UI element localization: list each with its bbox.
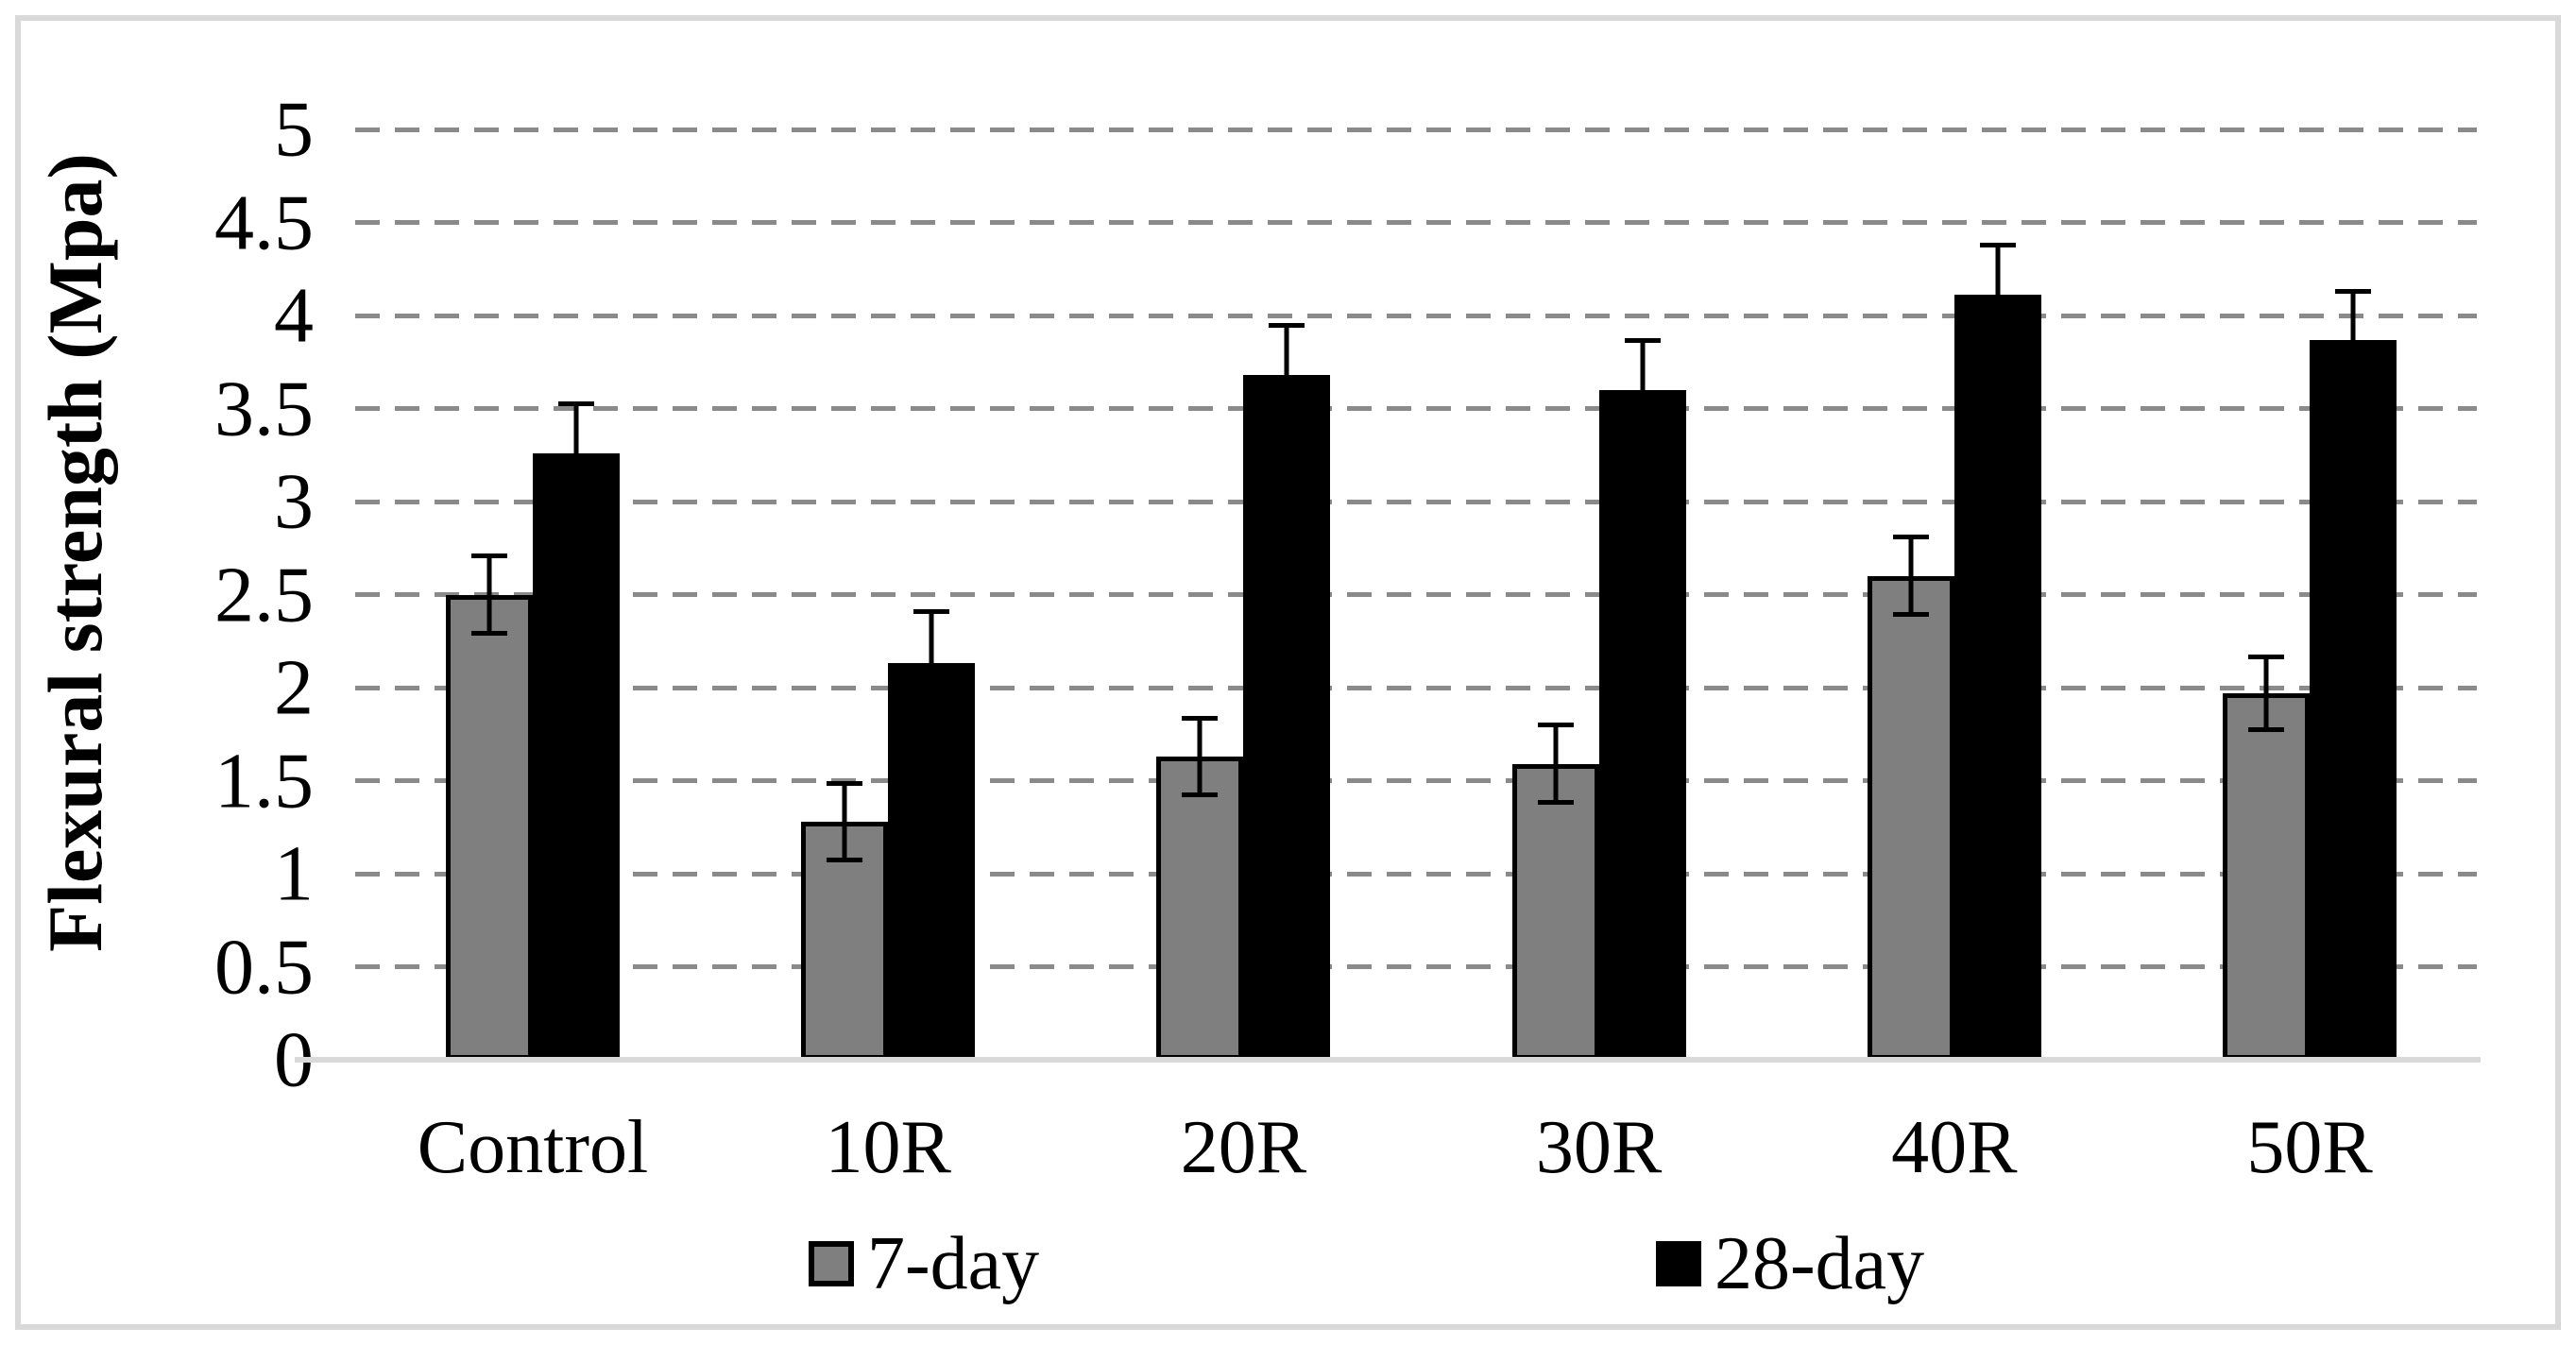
chart-border-frame: [15, 15, 2561, 1330]
error-bar-line: [1908, 535, 1914, 618]
x-category-label-20R: 20R: [1180, 1106, 1307, 1189]
legend-item-7-day: 7-day: [809, 1222, 1039, 1305]
error-bar-cap-top: [471, 553, 507, 559]
bar-28-day-10R: [888, 663, 976, 1060]
error-bar-cap-top: [1537, 723, 1574, 728]
x-category-label-Control: Control: [417, 1106, 649, 1189]
error-bar-line: [1197, 715, 1203, 798]
bar-28-day-30R: [1598, 389, 1686, 1060]
gridline-y-5: [355, 127, 2477, 132]
bar-7-day-30R: [1511, 763, 1599, 1060]
error-bar-7-day-10R: [827, 780, 863, 863]
error-bar-cap-bottom: [2248, 727, 2284, 733]
bar-28-day-Control: [533, 452, 620, 1060]
plot-area: [355, 127, 2477, 1060]
error-bar-cap-top: [2248, 654, 2284, 659]
error-bar-cap-top: [827, 780, 863, 786]
error-bar-line: [929, 609, 934, 718]
error-bar-cap-bottom: [1537, 800, 1574, 806]
gridline-y-0.5: [355, 964, 2477, 969]
gridline-y-3: [355, 499, 2477, 504]
legend-swatch-28-day: [1656, 1241, 1701, 1286]
error-bar-cap-bottom: [2335, 384, 2371, 390]
gridline-y-2.5: [355, 592, 2477, 597]
y-axis-title: Flexural strength (Mpa): [32, 153, 118, 952]
error-bar-28-day-40R: [1979, 243, 2016, 348]
error-bar-line: [1284, 322, 1289, 428]
error-bar-cap-bottom: [1624, 436, 1661, 442]
error-bar-7-day-20R: [1182, 715, 1219, 798]
error-bar-7-day-Control: [471, 553, 507, 636]
error-bar-28-day-20R: [1269, 322, 1305, 428]
x-category-label-50R: 50R: [2246, 1106, 2373, 1189]
error-bar-line: [2350, 289, 2356, 390]
error-bar-cap-top: [1624, 337, 1661, 343]
error-bar-cap-bottom: [827, 858, 863, 863]
error-bar-line: [1553, 723, 1559, 806]
error-bar-cap-top: [1182, 715, 1219, 721]
error-bar-line: [2263, 654, 2269, 733]
y-tick-label-5: 5: [274, 85, 314, 174]
error-bar-28-day-30R: [1624, 337, 1661, 442]
gridline-y-4.5: [355, 220, 2477, 225]
y-tick-label-1: 1: [274, 829, 314, 918]
error-bar-7-day-30R: [1537, 723, 1574, 806]
x-category-label-30R: 30R: [1535, 1106, 1663, 1189]
error-bar-cap-bottom: [471, 630, 507, 636]
error-bar-line: [573, 400, 579, 505]
y-tick-label-4: 4: [274, 271, 314, 360]
bar-7-day-50R: [2223, 692, 2310, 1060]
y-tick-label-0.5: 0.5: [214, 923, 314, 1011]
bar-28-day-20R: [1243, 375, 1331, 1060]
y-tick-label-3: 3: [274, 457, 314, 546]
bar-28-day-40R: [1953, 295, 2041, 1060]
error-bar-cap-top: [1892, 535, 1929, 540]
error-bar-line: [842, 780, 847, 863]
bar-7-day-Control: [446, 594, 533, 1060]
error-bar-28-day-Control: [558, 400, 594, 505]
error-bar-cap-bottom: [1892, 612, 1929, 618]
error-bar-line: [1995, 243, 2001, 348]
error-bar-cap-bottom: [1979, 342, 2016, 348]
x-category-label-40R: 40R: [1891, 1106, 2018, 1189]
error-bar-cap-bottom: [1269, 422, 1305, 428]
gridline-y-1.5: [355, 778, 2477, 783]
error-bar-cap-top: [1979, 243, 2016, 248]
error-bar-cap-top: [2335, 289, 2371, 295]
x-axis-line: [295, 1057, 2481, 1063]
error-bar-cap-bottom: [913, 712, 950, 718]
error-bar-28-day-10R: [913, 609, 950, 718]
y-tick-label-4.5: 4.5: [214, 179, 314, 266]
error-bar-cap-bottom: [1182, 792, 1219, 798]
error-bar-7-day-50R: [2248, 654, 2284, 733]
y-tick-label-3.5: 3.5: [214, 365, 314, 452]
legend-label-28-day: 28-day: [1714, 1221, 1925, 1305]
gridline-y-2: [355, 685, 2477, 690]
y-tick-label-2.5: 2.5: [214, 551, 314, 638]
bar-7-day-20R: [1156, 756, 1244, 1060]
error-bar-cap-top: [913, 609, 950, 615]
gridline-y-1: [355, 871, 2477, 877]
error-bar-cap-top: [558, 400, 594, 406]
x-category-label-10R: 10R: [825, 1106, 951, 1189]
y-tick-label-1.5: 1.5: [214, 737, 314, 825]
bar-7-day-40R: [1867, 575, 1954, 1060]
error-bar-line: [1640, 337, 1646, 442]
legend-item-28-day: 28-day: [1656, 1222, 1924, 1305]
error-bar-cap-top: [1269, 322, 1305, 328]
error-bar-line: [486, 553, 492, 636]
gridline-y-4: [355, 313, 2477, 318]
error-bar-28-day-50R: [2335, 289, 2371, 390]
bar-28-day-50R: [2310, 339, 2397, 1060]
y-tick-label-2: 2: [274, 643, 314, 732]
legend-label-7-day: 7-day: [867, 1221, 1040, 1305]
gridline-y-3.5: [355, 406, 2477, 411]
error-bar-cap-bottom: [558, 500, 594, 505]
error-bar-7-day-40R: [1892, 535, 1929, 618]
legend-swatch-7-day: [809, 1241, 854, 1286]
